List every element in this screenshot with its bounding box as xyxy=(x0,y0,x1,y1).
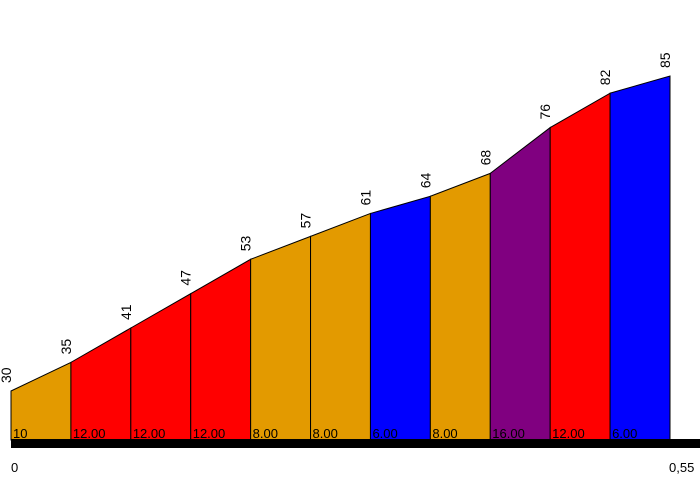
gradient-label-3: 12.00 xyxy=(133,426,166,441)
elevation-label-4: 47 xyxy=(178,270,194,286)
elevation-labels: 30 35 41 47 53 57 61 64 68 76 82 85 xyxy=(0,52,673,383)
elevation-label-8: 64 xyxy=(417,172,433,188)
gradient-label-5: 8.00 xyxy=(253,426,278,441)
profile-segment-6 xyxy=(310,212,371,441)
profile-segment-8 xyxy=(429,172,491,441)
gradient-label-2: 12.00 xyxy=(73,426,106,441)
profile-segment-9 xyxy=(489,126,551,441)
profile-segment-11 xyxy=(609,75,671,441)
gradient-label-10: 12.00 xyxy=(552,426,585,441)
gradient-label-11: 6.00 xyxy=(612,426,637,441)
profile-segment-5 xyxy=(250,235,312,441)
profile-segment-10 xyxy=(549,92,611,441)
profile-segment-4 xyxy=(190,258,252,441)
profile-segment-7 xyxy=(369,195,431,441)
profile-segment-3 xyxy=(130,292,192,441)
elevation-label-11: 82 xyxy=(597,69,613,85)
profile-segment-2 xyxy=(70,327,132,441)
elevation-label-7: 61 xyxy=(357,190,373,206)
elevation-label-10: 76 xyxy=(537,104,553,120)
gradient-label-7: 6.00 xyxy=(372,426,397,441)
elevation-label-9: 68 xyxy=(477,150,493,166)
gradient-label-4: 12.00 xyxy=(193,426,226,441)
gradient-label-1: 10 xyxy=(13,426,27,441)
gradient-label-6: 8.00 xyxy=(313,426,338,441)
elevation-label-3: 41 xyxy=(118,304,134,320)
elevation-label-5: 53 xyxy=(238,235,254,251)
gradient-label-9: 16.00 xyxy=(492,426,525,441)
elevation-label-6: 57 xyxy=(298,213,314,229)
x-axis-start-label: 0 xyxy=(11,460,18,475)
x-axis-end-label: 0,55 xyxy=(669,460,694,475)
baseline-bar xyxy=(11,439,700,448)
gradient-label-8: 8.00 xyxy=(432,426,457,441)
elevation-label-1: 30 xyxy=(0,367,14,383)
profile-segments xyxy=(10,75,671,441)
elevation-label-2: 35 xyxy=(58,339,74,355)
elevation-label-12: 85 xyxy=(657,52,673,68)
gradient-labels: 10 12.00 12.00 12.00 8.00 8.00 6.00 8.00 16.00 12… xyxy=(13,426,637,441)
